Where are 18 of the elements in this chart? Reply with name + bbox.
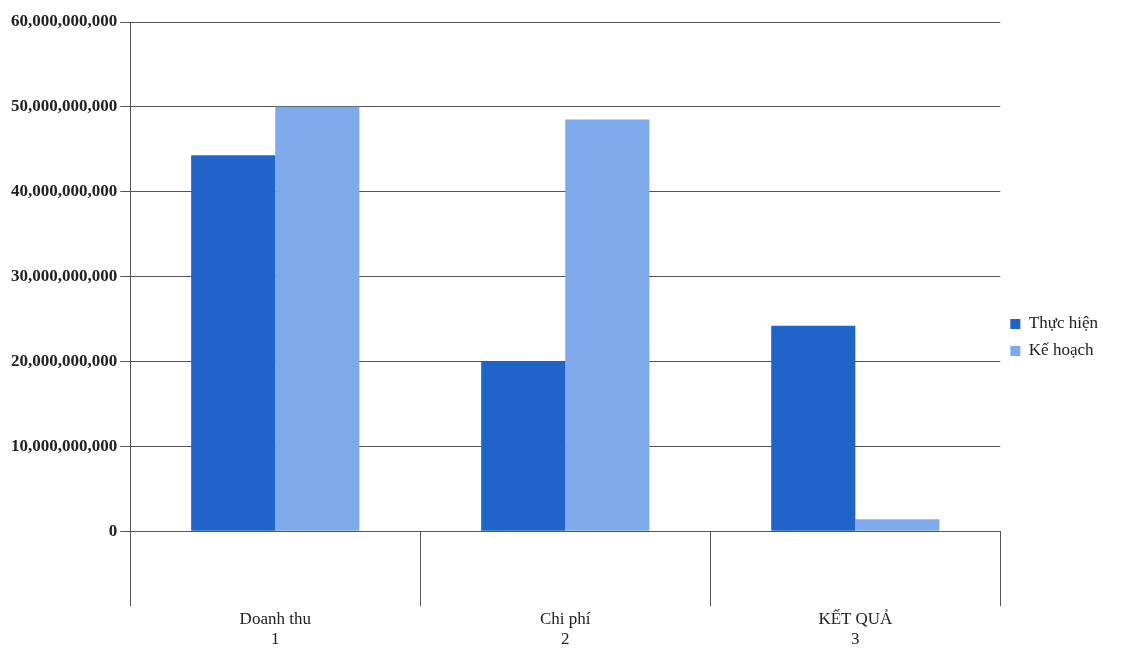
- bar: [565, 119, 650, 531]
- bar: [855, 519, 940, 531]
- y-tick-label: 20,000,000,000: [11, 350, 118, 370]
- y-tick-label: 0: [108, 520, 118, 540]
- y-tick-label: 40,000,000,000: [11, 181, 118, 201]
- bar: [481, 361, 566, 531]
- bar: [771, 325, 856, 531]
- bar: [191, 155, 276, 531]
- x-tick-label: Chi phí 2: [540, 608, 591, 649]
- y-tick-label: 60,000,000,000: [11, 11, 118, 31]
- x-tick-label: KẾT QUẢ 3: [818, 608, 893, 649]
- legend-label: Kế hoạch: [1028, 340, 1094, 360]
- y-tick-label: 30,000,000,000: [11, 265, 118, 285]
- y-tick-label: 50,000,000,000: [11, 96, 118, 116]
- x-tick-label: Doanh thu 1: [239, 608, 312, 649]
- bar: [275, 106, 360, 531]
- legend-label: Thực hiện: [1028, 313, 1099, 333]
- y-tick-label: 10,000,000,000: [11, 435, 118, 455]
